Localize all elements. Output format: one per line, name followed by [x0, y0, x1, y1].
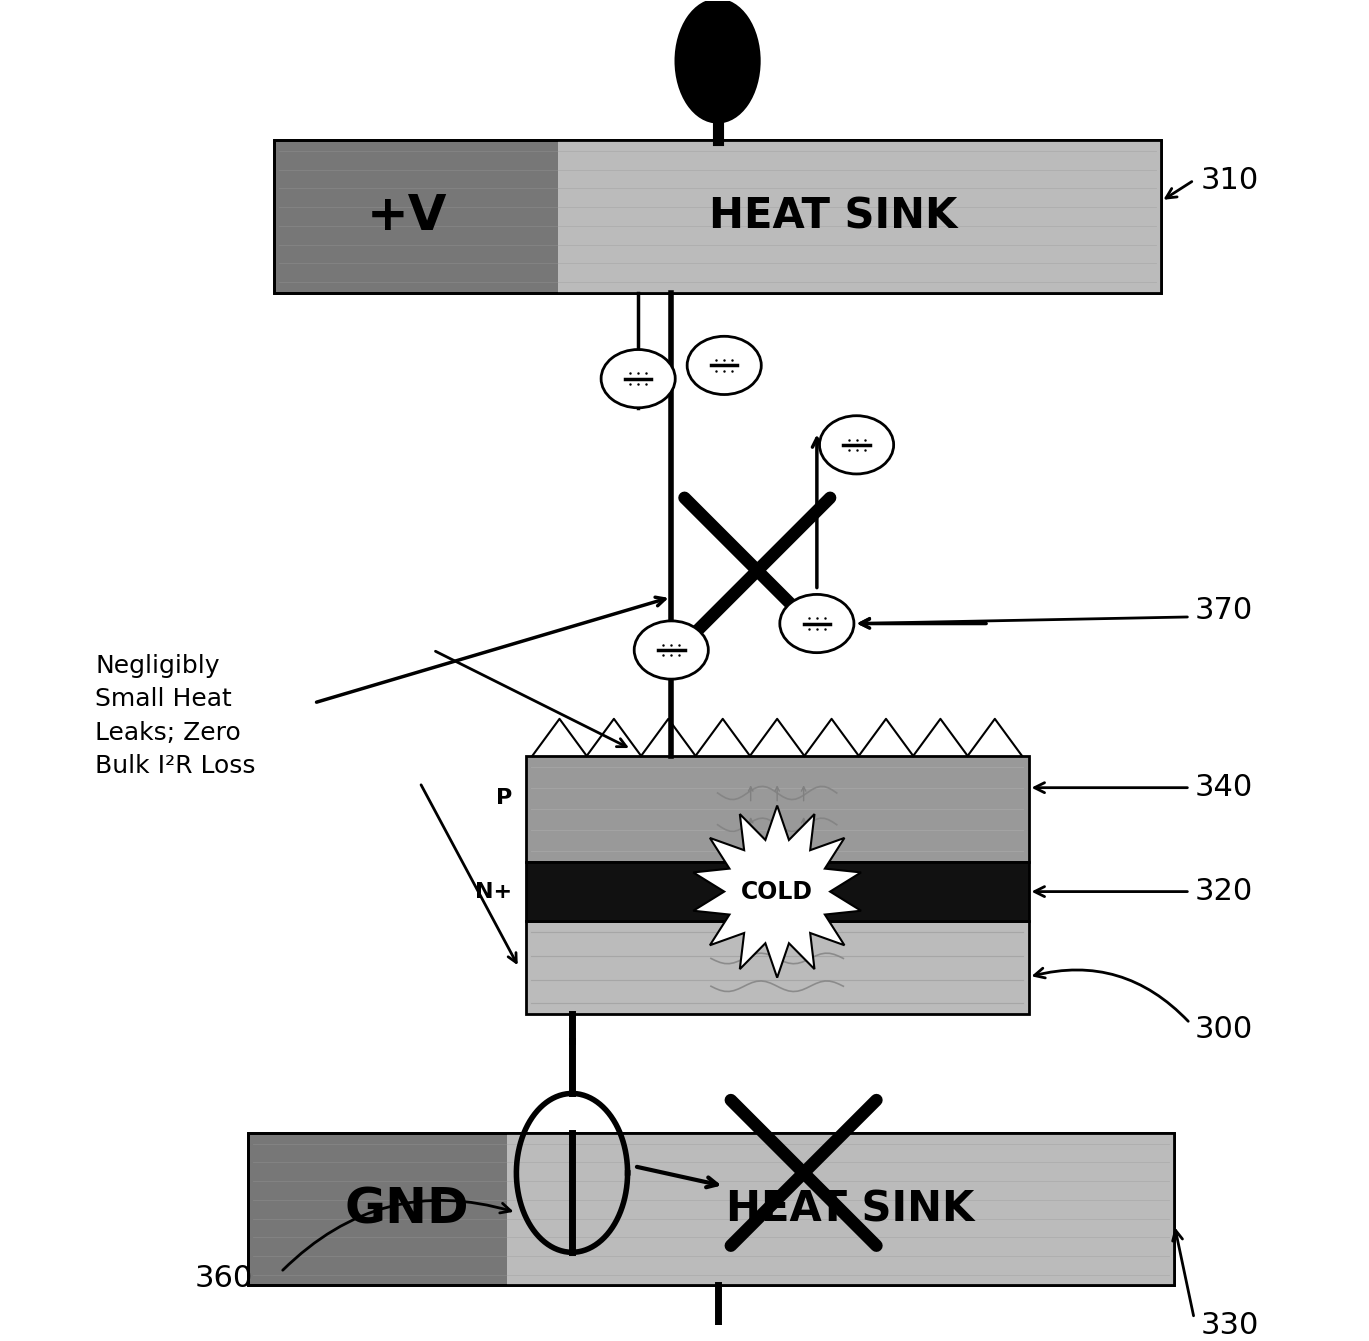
Bar	[507, 1133, 1175, 1286]
Polygon shape	[693, 806, 861, 978]
Text: GND: GND	[344, 1185, 468, 1234]
Bar	[526, 862, 1028, 921]
Ellipse shape	[780, 594, 854, 653]
Ellipse shape	[687, 337, 761, 394]
Text: 360: 360	[194, 1265, 253, 1293]
Ellipse shape	[601, 350, 675, 408]
Bar	[248, 1133, 1175, 1286]
Text: 330: 330	[1201, 1310, 1259, 1340]
Text: N+: N+	[475, 881, 512, 901]
Bar	[526, 756, 1028, 862]
Bar	[559, 141, 1161, 292]
Ellipse shape	[676, 0, 760, 122]
Bar	[274, 141, 1161, 292]
Bar	[248, 1133, 1175, 1286]
Text: Negligibly
Small Heat
Leaks; Zero
Bulk I²R Loss: Negligibly Small Heat Leaks; Zero Bulk I…	[96, 654, 256, 778]
Text: COLD: COLD	[741, 880, 813, 904]
Text: HEAT SINK: HEAT SINK	[709, 196, 957, 237]
Bar	[526, 921, 1028, 1014]
Text: 370: 370	[1194, 595, 1253, 625]
Text: 310: 310	[1201, 165, 1259, 194]
Ellipse shape	[634, 621, 708, 679]
Bar	[274, 141, 1161, 292]
Text: P: P	[496, 789, 512, 809]
Ellipse shape	[820, 416, 894, 473]
Text: 340: 340	[1194, 774, 1253, 802]
Text: HEAT SINK: HEAT SINK	[726, 1188, 975, 1230]
Text: +V: +V	[367, 193, 446, 240]
Text: 320: 320	[1194, 877, 1253, 907]
Text: 300: 300	[1194, 1015, 1253, 1045]
